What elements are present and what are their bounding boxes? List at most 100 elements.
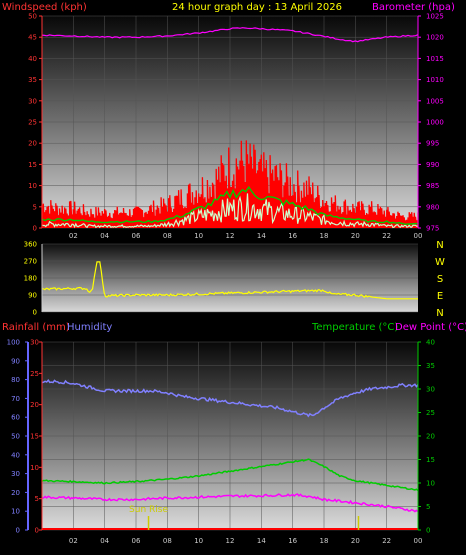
- humidity-tick-label: 10: [11, 508, 20, 516]
- temperature-tick-label: 5: [426, 503, 430, 511]
- temperature-tick-label: 0: [426, 527, 430, 535]
- rainfall-tick-label: 15: [30, 433, 39, 441]
- chart-title: 24 hour graph day : 13 April 2026: [172, 2, 342, 13]
- temp-x-tick-label: 14: [257, 537, 266, 545]
- wind-tick-label: 45: [28, 34, 37, 42]
- barometer-series: [41, 27, 419, 43]
- temp-x-tick-label: 22: [382, 537, 391, 545]
- wind-x-tick-label: 00: [414, 232, 423, 240]
- humidity-tick-label: 20: [11, 489, 20, 497]
- wind-tick-label: 5: [33, 203, 37, 211]
- wind-direction-series: [42, 261, 418, 300]
- barometer-tick-label: 1000: [426, 119, 444, 127]
- humidity-tick-label: 80: [11, 376, 20, 384]
- humidity-tick-label: 90: [11, 357, 20, 365]
- wind-x-tick-label: 20: [351, 232, 360, 240]
- humidity-series: [41, 378, 419, 418]
- windspeed-axis-title: Windspeed (kph): [2, 2, 87, 13]
- barometer-axis-title: Barometer (hpa): [372, 2, 455, 13]
- wind-x-tick-label: 06: [132, 232, 141, 240]
- temperature-tick-label: 40: [426, 339, 435, 347]
- compass-label: N: [436, 308, 443, 319]
- rainfall-tick-label: 25: [30, 370, 39, 378]
- barometer-tick-label: 1005: [426, 97, 444, 105]
- temp-x-tick-label: 12: [226, 537, 235, 545]
- barometer-tick-label: 975: [426, 225, 439, 233]
- humidity-tick-label: 100: [7, 339, 20, 347]
- barometer-tick-label: 1015: [426, 55, 444, 63]
- rainfall-tick-label: 20: [30, 401, 39, 409]
- wind-x-tick-label: 22: [382, 232, 391, 240]
- wind-tick-label: 0: [33, 225, 37, 233]
- temperature-tick-label: 35: [426, 362, 435, 370]
- wind-tick-label: 25: [28, 119, 37, 127]
- humidity-tick-label: 0: [16, 527, 20, 535]
- wind-tick-label: 10: [28, 182, 37, 190]
- temperature-axis-title: Temperature (°C): [311, 322, 398, 333]
- direction-tick-label: 360: [24, 241, 37, 249]
- temp-x-tick-label: 06: [132, 537, 141, 545]
- direction-panel-series: [42, 261, 418, 300]
- dewpoint-series: [41, 493, 419, 513]
- compass-label: W: [435, 257, 445, 268]
- wind-tick-label: 20: [28, 140, 37, 148]
- temp-panel-tick-labels: 0510152025303540010203040506070809010005…: [7, 339, 435, 546]
- humidity-tick-label: 60: [11, 414, 20, 422]
- temperature-tick-label: 10: [426, 480, 435, 488]
- temp-panel-series: [41, 378, 419, 530]
- barometer-tick-label: 1010: [426, 76, 444, 84]
- direction-tick-label: 0: [33, 309, 37, 317]
- wind-x-tick-label: 12: [226, 232, 235, 240]
- barometer-tick-label: 1025: [426, 13, 444, 21]
- temp-x-tick-label: 20: [351, 537, 360, 545]
- rainfall-tick-label: 0: [35, 527, 39, 535]
- humidity-tick-label: 70: [11, 395, 20, 403]
- temperature-tick-label: 15: [426, 456, 435, 464]
- barometer-tick-label: 980: [426, 203, 439, 211]
- compass-label: S: [437, 274, 443, 285]
- wind-tick-label: 35: [28, 76, 37, 84]
- direction-tick-label: 270: [24, 258, 37, 266]
- humidity-tick-label: 40: [11, 451, 20, 459]
- wind-tick-label: 15: [28, 161, 37, 169]
- wind-x-tick-label: 10: [194, 232, 203, 240]
- sunrise-label: Sun Rise: [129, 505, 168, 515]
- barometer-tick-label: 990: [426, 161, 439, 169]
- wind-tick-label: 30: [28, 97, 37, 105]
- humidity-axis-title: Humidity: [67, 322, 112, 333]
- temp-x-tick-label: 02: [69, 537, 78, 545]
- wind-x-tick-label: 04: [100, 232, 109, 240]
- wind-x-tick-label: 08: [163, 232, 172, 240]
- barometer-tick-label: 1020: [426, 34, 444, 42]
- wind-tick-label: 40: [28, 55, 37, 63]
- compass-label: N: [436, 240, 443, 251]
- humidity-tick-label: 50: [11, 433, 20, 441]
- temp-x-tick-label: 10: [194, 537, 203, 545]
- wind-x-tick-label: 14: [257, 232, 266, 240]
- wind-tick-label: 50: [28, 13, 37, 21]
- temp-x-tick-label: 16: [288, 537, 297, 545]
- windspeed-series: [41, 193, 419, 229]
- direction-tick-label: 180: [24, 275, 37, 283]
- barometer-tick-label: 985: [426, 182, 439, 190]
- humidity-tick-label: 30: [11, 470, 20, 478]
- temp-x-tick-label: 00: [414, 537, 423, 545]
- wind-x-tick-label: 18: [320, 232, 329, 240]
- temp-x-tick-label: 18: [320, 537, 329, 545]
- temperature-tick-label: 20: [426, 433, 435, 441]
- temperature-tick-label: 30: [426, 386, 435, 394]
- wind-x-tick-label: 16: [288, 232, 297, 240]
- temp-x-tick-label: 04: [100, 537, 109, 545]
- wind-x-tick-label: 02: [69, 232, 78, 240]
- rainfall-tick-label: 30: [30, 339, 39, 347]
- compass-label: E: [437, 291, 443, 302]
- temp-x-tick-label: 08: [163, 537, 172, 545]
- wind-panel-series: [41, 27, 419, 229]
- rainfall-tick-label: 5: [35, 495, 39, 503]
- temperature-tick-label: 25: [426, 409, 435, 417]
- windaverage-series: [41, 185, 419, 226]
- rainfall-tick-label: 10: [30, 464, 39, 472]
- rainfall-axis-title: Rainfall (mm): [2, 322, 70, 333]
